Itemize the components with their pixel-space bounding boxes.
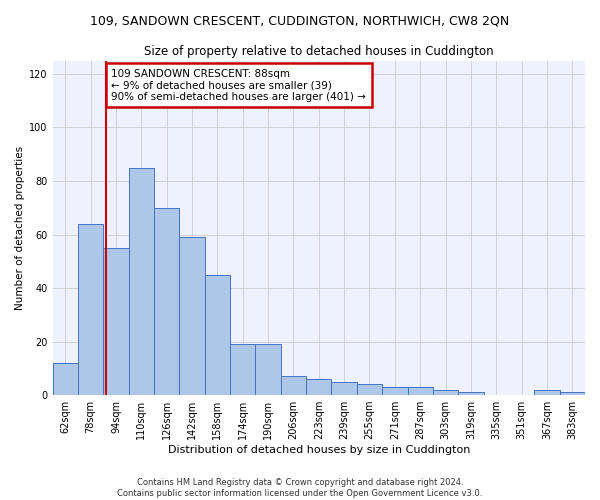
Bar [154, 208, 179, 395]
Bar [357, 384, 382, 395]
Text: Contains HM Land Registry data © Crown copyright and database right 2024.
Contai: Contains HM Land Registry data © Crown c… [118, 478, 482, 498]
Bar [534, 390, 560, 395]
Bar [433, 390, 458, 395]
Text: 109, SANDOWN CRESCENT, CUDDINGTON, NORTHWICH, CW8 2QN: 109, SANDOWN CRESCENT, CUDDINGTON, NORTH… [91, 15, 509, 28]
Bar [306, 379, 331, 395]
Bar [331, 382, 357, 395]
Bar [281, 376, 306, 395]
Bar [256, 344, 281, 395]
Bar [103, 248, 128, 395]
Bar [78, 224, 103, 395]
Y-axis label: Number of detached properties: Number of detached properties [15, 146, 25, 310]
X-axis label: Distribution of detached houses by size in Cuddington: Distribution of detached houses by size … [167, 445, 470, 455]
Text: 109 SANDOWN CRESCENT: 88sqm
← 9% of detached houses are smaller (39)
90% of semi: 109 SANDOWN CRESCENT: 88sqm ← 9% of deta… [112, 68, 367, 102]
Bar [128, 168, 154, 395]
Bar [53, 363, 78, 395]
Title: Size of property relative to detached houses in Cuddington: Size of property relative to detached ho… [144, 45, 494, 58]
Bar [179, 237, 205, 395]
Bar [205, 274, 230, 395]
Bar [230, 344, 256, 395]
Bar [458, 392, 484, 395]
Bar [407, 387, 433, 395]
Bar [382, 387, 407, 395]
Bar [560, 392, 585, 395]
